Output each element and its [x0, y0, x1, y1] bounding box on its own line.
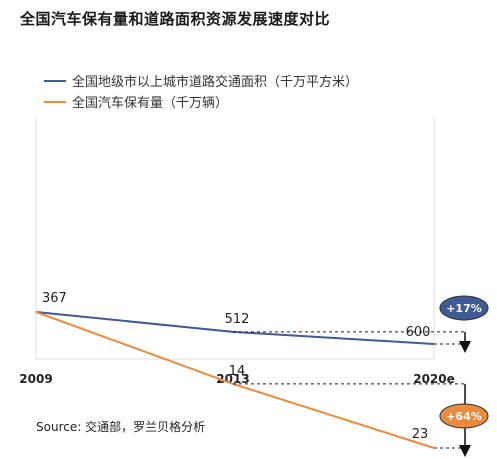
- growth-badge-car-ellipse: [439, 403, 489, 429]
- legend-swatch-road-area: [44, 79, 66, 82]
- chart-title: 全国汽车保有量和道路面积资源发展速度对比: [20, 10, 331, 28]
- legend-item-car-ownership: 全国汽车保有量（千万辆）: [44, 91, 358, 112]
- legend-label-car-ownership: 全国汽车保有量（千万辆）: [72, 96, 229, 111]
- data-label: 14: [229, 364, 246, 379]
- x-tick-label: 2020e: [413, 372, 455, 386]
- legend: 全国地级市以上城市道路交通面积（千万平方米） 全国汽车保有量（千万辆）: [44, 70, 358, 112]
- growth-badge-car-label: +64%: [446, 410, 482, 423]
- growth-badge-road-label: +17%: [446, 302, 482, 315]
- data-label: 600: [406, 325, 431, 340]
- x-tick-label: 2009: [19, 372, 52, 386]
- source-note: Source: 交通部，罗兰贝格分析: [36, 420, 206, 434]
- legend-swatch-car-ownership: [44, 100, 66, 103]
- data-label: 367: [42, 291, 67, 306]
- legend-label-road-area: 全国地级市以上城市道路交通面积（千万平方米）: [72, 75, 359, 90]
- data-label: 23: [412, 427, 429, 442]
- x-tick-label: 2013: [216, 372, 249, 386]
- data-label: 512: [225, 312, 250, 327]
- legend-item-road-area: 全国地级市以上城市道路交通面积（千万平方米）: [44, 70, 358, 91]
- growth-badge-road-ellipse: [439, 295, 489, 321]
